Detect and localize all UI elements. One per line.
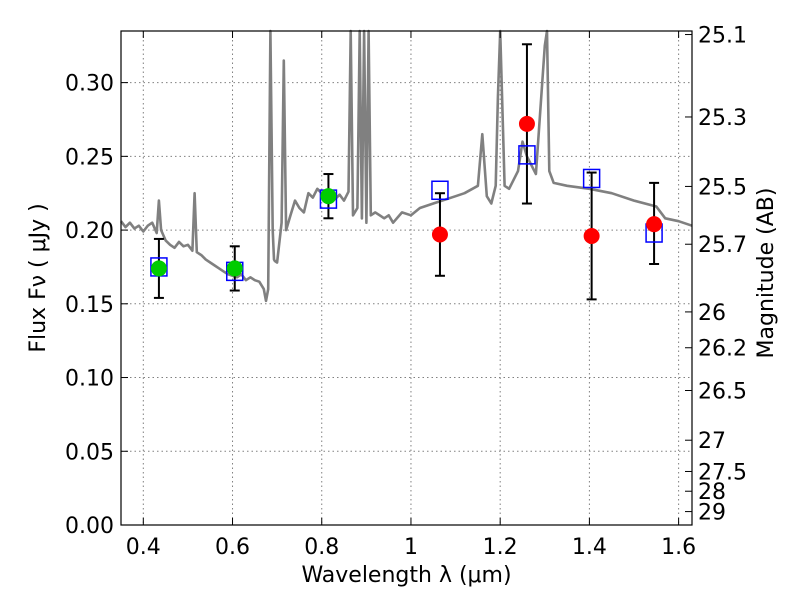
spectrum-series — [119, 29, 693, 303]
y-tick-label: 0.30 — [65, 72, 114, 97]
y-tick-label: 0.15 — [65, 293, 114, 318]
y-tick-label: 0.25 — [65, 145, 114, 170]
y-tick-label: 0.00 — [65, 514, 114, 539]
x-tick-label: 1.6 — [661, 535, 696, 560]
right-tick-label: 25.5 — [698, 175, 747, 200]
measurement-point — [583, 227, 600, 244]
plot-frame — [120, 30, 693, 526]
right-tick-label: 27.5 — [698, 460, 747, 485]
measurement-point — [320, 188, 337, 205]
measurement-point — [150, 260, 167, 277]
model-square-marker — [582, 168, 601, 189]
model-square-marker — [431, 180, 449, 201]
measurement-point — [431, 226, 448, 243]
right-tick-label: 26.2 — [698, 337, 747, 362]
axis-ticks — [121, 31, 692, 526]
grid-lines — [121, 31, 692, 525]
x-tick-label: 1.4 — [572, 535, 607, 560]
model-square-marker — [518, 145, 536, 165]
x-tick-label: 0.4 — [126, 535, 161, 560]
right-tick-label: 28 — [698, 480, 726, 505]
y-tick-label: 0.05 — [65, 440, 114, 465]
right-tick-label: 25.1 — [698, 24, 747, 49]
right-tick-label: 26.5 — [698, 380, 747, 405]
right-tick-label: 25.3 — [698, 106, 747, 131]
right-tick-label: 27 — [698, 429, 726, 454]
right-tick-label: 26 — [698, 301, 726, 326]
spectrum-line — [119, 29, 693, 303]
axis-tick-labels: 0.4 0.6 0.8 1 1.2 1.4 1.6 0.00 0.05 0.10 0.15 0.20 0… — [65, 24, 747, 560]
right-tick-label: 29 — [698, 501, 726, 526]
x-tick-label: 1.2 — [483, 535, 518, 560]
x-tick-label: 1 — [404, 535, 418, 560]
measurement-point — [518, 115, 535, 132]
x-tick-label: 0.6 — [215, 535, 250, 560]
data-markers — [150, 115, 663, 282]
right-axis-label: Magnitude (AB) — [754, 188, 779, 359]
measurement-point — [646, 216, 663, 233]
measurement-point — [226, 260, 243, 277]
y-tick-label: 0.10 — [65, 367, 114, 392]
x-tick-label: 0.8 — [304, 535, 339, 560]
right-tick-label: 25.7 — [698, 233, 747, 258]
y-axis-label: Flux Fν ( μJy ) — [26, 203, 51, 352]
y-tick-label: 0.20 — [65, 219, 114, 244]
x-axis-label: Wavelength λ (μm) — [301, 563, 511, 588]
